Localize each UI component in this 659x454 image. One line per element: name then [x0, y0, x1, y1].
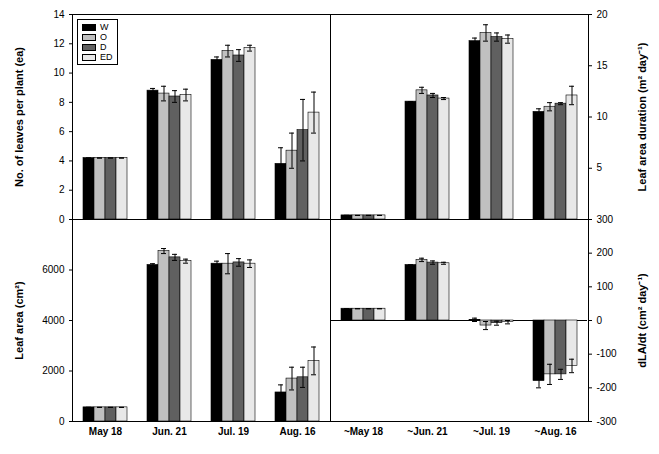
svg-text:No. of leaves per plant (ea): No. of leaves per plant (ea) [13, 47, 25, 187]
html-text:D: D [100, 42, 107, 52]
svg-text:~May 18: ~May 18 [344, 426, 384, 437]
svg-text:12: 12 [53, 38, 65, 49]
svg-text:Jun. 21: Jun. 21 [152, 426, 187, 437]
svg-text:6: 6 [59, 126, 65, 137]
svg-text:4: 4 [59, 155, 65, 166]
svg-text:10: 10 [53, 67, 65, 78]
svg-text:-100: -100 [597, 348, 617, 359]
svg-text:20: 20 [597, 9, 609, 20]
svg-text:Aug. 16: Aug. 16 [279, 426, 316, 437]
html-text:W: W [100, 22, 109, 32]
svg-text:2: 2 [59, 184, 65, 195]
svg-text:-200: -200 [597, 382, 617, 393]
svg-text:2000: 2000 [42, 365, 65, 376]
svg-text:6000: 6000 [42, 264, 65, 275]
html-text:O: O [100, 32, 107, 42]
svg-text:Leaf area (cm²): Leaf area (cm²) [13, 281, 25, 360]
svg-text:May 18: May 18 [89, 426, 123, 437]
svg-text:dLA/dt (cm² day⁻¹): dLA/dt (cm² day⁻¹) [636, 273, 648, 368]
svg-text:~Aug. 16: ~Aug. 16 [535, 426, 577, 437]
svg-text:0: 0 [59, 416, 65, 427]
svg-text:100: 100 [597, 281, 614, 292]
svg-text:Leaf area duration (m² day⁻¹): Leaf area duration (m² day⁻¹) [636, 42, 648, 191]
svg-text:~Jul. 19: ~Jul. 19 [473, 426, 510, 437]
html-text:ED: ED [100, 52, 113, 62]
svg-text:14: 14 [53, 9, 65, 20]
svg-text:15: 15 [597, 60, 609, 71]
svg-text:5: 5 [597, 162, 603, 173]
svg-text:0: 0 [59, 214, 65, 225]
svg-text:200: 200 [597, 247, 614, 258]
svg-text:0: 0 [597, 315, 603, 326]
svg-text:Jul. 19: Jul. 19 [218, 426, 250, 437]
svg-text:8: 8 [59, 97, 65, 108]
svg-text:300: 300 [597, 214, 614, 225]
svg-text:~Jun. 21: ~Jun. 21 [407, 426, 448, 437]
svg-text:-300: -300 [597, 416, 617, 427]
svg-text:4000: 4000 [42, 315, 65, 326]
svg-text:10: 10 [597, 111, 609, 122]
